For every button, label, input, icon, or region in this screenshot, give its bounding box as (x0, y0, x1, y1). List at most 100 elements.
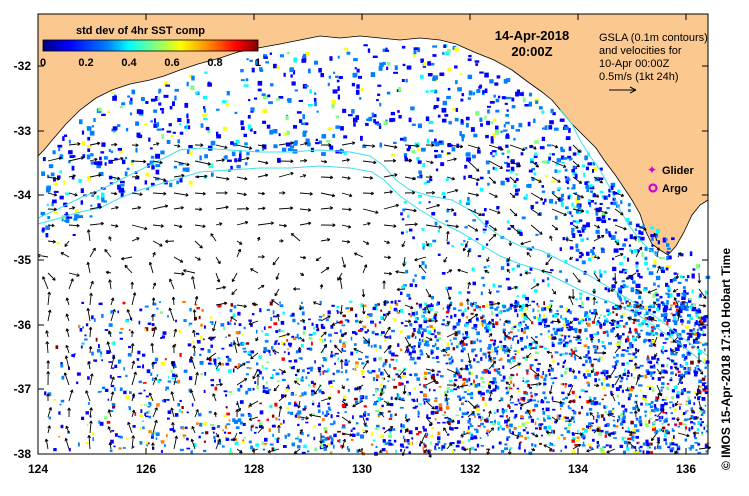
sst-pixel (500, 357, 503, 361)
sst-pixel (411, 398, 415, 401)
sst-pixel (649, 371, 654, 375)
velocity-arrow (635, 335, 642, 339)
sst-pixel (228, 343, 233, 347)
sst-pixel (302, 408, 306, 411)
sst-pixel (434, 418, 437, 421)
velocity-arrow (169, 278, 175, 290)
sst-pixel (552, 408, 556, 411)
velocity-arrow (656, 392, 661, 402)
sst-pixel (662, 342, 667, 344)
sst-pixel (315, 142, 320, 145)
sst-pixel (552, 449, 555, 452)
sst-pixel (494, 167, 498, 171)
velocity-arrow (207, 336, 217, 340)
sst-pixel (490, 421, 494, 424)
sst-pixel (610, 322, 615, 326)
sst-pixel (691, 426, 694, 430)
sst-pixel (433, 315, 437, 320)
sst-pixel (487, 109, 490, 114)
sst-pixel (420, 403, 422, 406)
sst-pixel (595, 229, 600, 234)
velocity-arrow (173, 192, 189, 197)
sst-pixel (476, 443, 480, 448)
sst-pixel (93, 161, 99, 165)
sst-pixel (602, 322, 606, 326)
sst-pixel (526, 412, 530, 415)
velocity-arrow (656, 265, 661, 274)
sst-pixel (609, 413, 614, 415)
sst-pixel (413, 49, 417, 55)
sst-pixel (355, 349, 359, 354)
velocity-arrow (257, 191, 265, 196)
sst-pixel (619, 298, 623, 302)
sst-pixel (522, 396, 526, 401)
sst-pixel (519, 337, 524, 341)
sst-pixel (666, 321, 669, 326)
sst-pixel (561, 418, 564, 421)
sst-pixel (308, 104, 313, 107)
sst-pixel (441, 323, 445, 326)
velocity-arrow (509, 432, 520, 438)
sst-pixel (593, 308, 597, 313)
sst-pixel (651, 339, 656, 344)
sst-pixel (452, 328, 456, 331)
sst-pixel (344, 47, 349, 51)
sst-pixel (497, 427, 500, 431)
sst-pixel (531, 300, 536, 303)
sst-pixel (456, 440, 461, 444)
sst-pixel (169, 428, 174, 431)
sst-pixel (104, 416, 108, 420)
sst-pixel (627, 369, 630, 374)
sst-pixel (530, 391, 533, 394)
velocity-arrow (568, 399, 574, 404)
velocity-arrow (296, 368, 301, 373)
sst-pixel (282, 311, 285, 315)
sst-pixel (704, 443, 709, 448)
sst-pixel (403, 201, 407, 204)
sst-pixel (387, 62, 391, 66)
sst-pixel (600, 414, 604, 418)
sst-pixel (430, 303, 433, 306)
sst-pixel (578, 251, 583, 255)
sst-pixel (680, 253, 684, 257)
sst-pixel (358, 388, 361, 392)
sst-pixel (471, 303, 476, 306)
sst-pixel (635, 418, 639, 421)
sst-pixel (502, 375, 506, 380)
sst-pixel (661, 369, 665, 374)
sst-pixel (462, 314, 465, 317)
velocity-arrow (105, 270, 112, 275)
sst-pixel (151, 327, 155, 331)
sst-pixel (119, 337, 123, 340)
sst-pixel (468, 90, 473, 96)
sst-pixel (398, 396, 402, 401)
sst-pixel (550, 443, 554, 446)
sst-pixel (53, 211, 58, 214)
velocity-arrow (353, 252, 364, 258)
velocity-arrow (614, 334, 620, 338)
sst-pixel (452, 325, 457, 329)
sst-pixel (621, 362, 625, 366)
sst-pixel (662, 427, 665, 432)
velocity-arrow (341, 432, 353, 437)
sst-pixel (697, 443, 701, 446)
sst-pixel (488, 343, 492, 348)
sst-pixel (318, 402, 321, 405)
sst-pixel (111, 342, 113, 344)
sst-pixel (179, 399, 182, 402)
sst-pixel (470, 372, 473, 376)
sst-pixel (347, 308, 351, 313)
sst-pixel (537, 178, 541, 183)
sst-pixel (486, 369, 490, 373)
sst-pixel (182, 434, 187, 437)
sst-pixel (47, 392, 52, 396)
sst-pixel (554, 215, 558, 220)
sst-pixel (436, 361, 440, 363)
sst-pixel (508, 428, 511, 433)
sst-pixel (685, 306, 690, 309)
plot-frame (37, 13, 709, 455)
sst-pixel (506, 320, 511, 324)
velocity-arrow (467, 410, 475, 418)
sst-pixel (292, 365, 295, 370)
sst-pixel (422, 308, 427, 311)
